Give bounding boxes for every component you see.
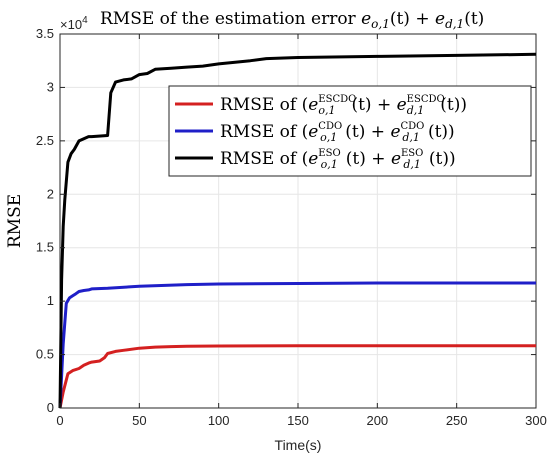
x-tick-label: 300: [525, 413, 547, 428]
series-line-eso: [58, 52, 537, 409]
y-tick-label: 0: [47, 400, 54, 415]
x-tick-label: 100: [208, 413, 230, 428]
y-tick-label: 0.5: [36, 347, 54, 362]
x-axis-label: Time(s): [275, 437, 322, 453]
y-tick-label: 1.5: [36, 240, 54, 255]
y-exponent: ×104: [60, 15, 88, 32]
y-tick-label: 3: [47, 79, 54, 94]
x-tick-label: 0: [56, 413, 63, 428]
y-tick-label: 2: [47, 186, 54, 201]
series-layer: [58, 52, 537, 409]
y-axis-ticks: 0 0.5 1 1.5 2 2.5 3 3.5: [36, 26, 536, 415]
y-tick-label: 1: [47, 293, 54, 308]
x-tick-label: 200: [366, 413, 388, 428]
legend-box: [168, 85, 532, 177]
legend-entry-escdo: RMSE of (eESCDO o,1 (t) + eESCDO d,1 (t)): [175, 94, 467, 117]
legend-entry-cdo: RMSE of (eCDO o,1 (t) + eCDO d,1 (t)): [175, 121, 455, 144]
legend-label-cdo: RMSE of (eCDO o,1 (t) + eCDO d,1 (t)): [220, 121, 455, 144]
series-line-escdo: [58, 344, 536, 409]
legend: RMSE of (eESCDO o,1 (t) + eESCDO d,1 (t)) RM…: [168, 85, 532, 177]
chart-title: RMSE of the estimation error eo,1(t) + e…: [100, 9, 484, 31]
y-tick-label: 3.5: [36, 26, 54, 41]
legend-label-eso: RMSE of (eESO o,1 (t) + eESO d,1 (t)): [220, 148, 456, 171]
x-axis-ticks: 0 50 100 150 200 250 300: [56, 34, 547, 428]
y-tick-label: 2.5: [36, 133, 54, 148]
x-tick-label: 50: [132, 413, 146, 428]
x-tick-label: 150: [287, 413, 309, 428]
legend-entry-eso: RMSE of (eESO o,1 (t) + eESO d,1 (t)): [175, 148, 456, 171]
legend-label-escdo: RMSE of (eESCDO o,1 (t) + eESCDO d,1 (t)): [220, 94, 467, 117]
series-line-cdo: [58, 281, 536, 409]
x-tick-label: 250: [446, 413, 468, 428]
y-axis-label: RMSE: [5, 194, 25, 248]
